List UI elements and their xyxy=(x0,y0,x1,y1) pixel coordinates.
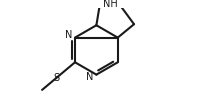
Text: S: S xyxy=(53,73,59,83)
Text: N: N xyxy=(65,30,72,40)
Text: NH: NH xyxy=(103,0,117,9)
Text: N: N xyxy=(86,72,94,82)
